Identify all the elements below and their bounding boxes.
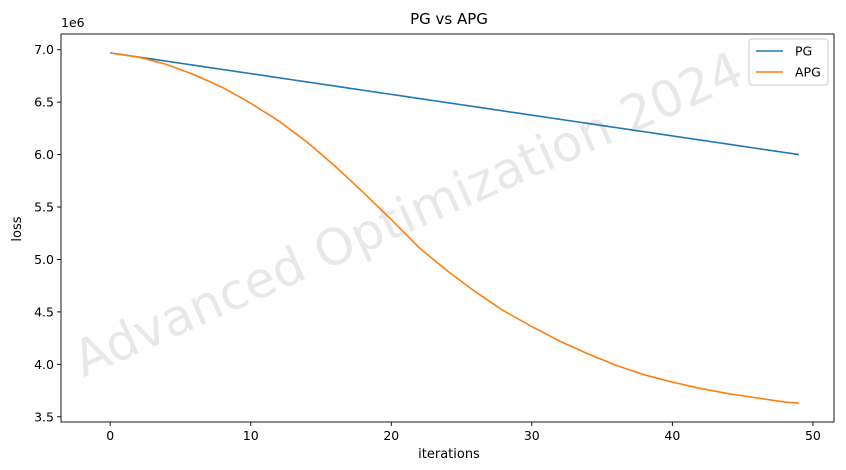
y-tick-label: 6.0 [34, 147, 54, 162]
legend-label-apg: APG [795, 65, 821, 80]
y-axis-label: loss [10, 216, 25, 241]
y-tick-label: 6.5 [34, 95, 54, 110]
plot-area: 0 10 20 30 40 50 3.5 4.0 4.5 5.0 5.5 6.0 6.5 7.0 PG APG [34, 33, 835, 443]
y-tick-label: 5.5 [34, 200, 54, 215]
x-tick-label: 0 [106, 428, 114, 443]
y-tick-label: 5.0 [34, 252, 54, 267]
x-axis-label: iterations [418, 447, 480, 462]
legend-label-pg: PG [795, 44, 812, 59]
x-tick-label: 10 [243, 428, 259, 443]
chart-title: PG vs APG [410, 10, 488, 28]
y-tick-label: 3.5 [34, 409, 54, 424]
y-offset-label: 1e6 [61, 15, 85, 30]
x-tick-label: 40 [664, 428, 680, 443]
y-tick-label: 4.0 [34, 357, 54, 372]
legend: PG APG [748, 38, 829, 86]
plot-frame [60, 33, 835, 423]
series-line-pg [110, 52, 799, 156]
y-tick-label: 4.5 [34, 304, 54, 319]
x-tick-label: 50 [805, 428, 821, 443]
y-tick-label: 7.0 [34, 42, 54, 57]
series-line-apg [110, 52, 799, 404]
x-tick-label: 30 [524, 428, 540, 443]
x-tick-label: 20 [383, 428, 399, 443]
